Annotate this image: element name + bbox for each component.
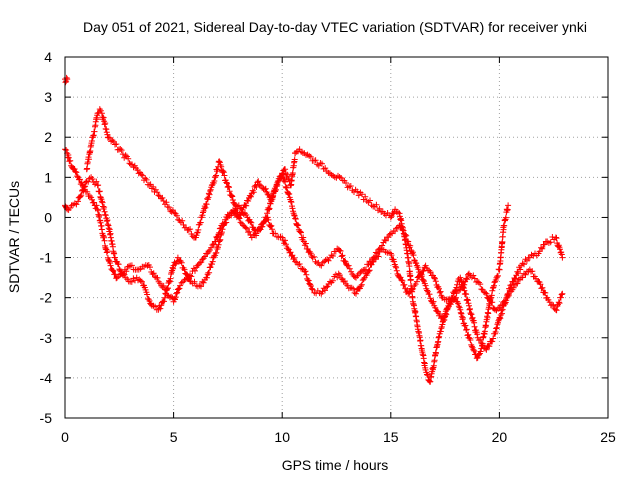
series-track-c bbox=[83, 106, 512, 385]
grid bbox=[65, 57, 608, 418]
y-tick-label: -5 bbox=[40, 410, 53, 426]
data-points bbox=[62, 74, 566, 385]
data-point-marks bbox=[62, 74, 71, 86]
y-axis-label: SDTVAR / TECUs bbox=[6, 181, 22, 293]
y-tick-label: 2 bbox=[44, 129, 52, 145]
data-point-marks bbox=[62, 174, 566, 314]
x-tick-label: 10 bbox=[274, 429, 290, 445]
data-point-marks bbox=[83, 106, 512, 385]
x-tick-label: 5 bbox=[170, 429, 178, 445]
y-tick-label: 3 bbox=[44, 89, 52, 105]
y-tick-label: -4 bbox=[40, 370, 53, 386]
axes: 0 5 10 15 20 25 -5 -4 -3 -2 -1 0 1 2 3 4 bbox=[40, 49, 616, 445]
x-tick-label: 20 bbox=[492, 429, 508, 445]
y-tick-label: -2 bbox=[40, 290, 53, 306]
y-tick-label: -3 bbox=[40, 330, 53, 346]
y-tick-label: 4 bbox=[44, 49, 52, 65]
series-track-d bbox=[62, 74, 71, 86]
x-tick-label: 15 bbox=[383, 429, 399, 445]
y-tick-label: 0 bbox=[44, 209, 52, 225]
x-axis-label: GPS time / hours bbox=[282, 457, 389, 473]
x-tick-label: 25 bbox=[600, 429, 616, 445]
x-tick-label: 0 bbox=[61, 429, 69, 445]
y-tick-label: -1 bbox=[40, 250, 53, 266]
plot-frame bbox=[64, 56, 609, 419]
y-tick-label: 1 bbox=[44, 169, 52, 185]
series-track-a bbox=[62, 174, 566, 314]
chart-title: Day 051 of 2021, Sidereal Day-to-day VTE… bbox=[83, 19, 587, 35]
